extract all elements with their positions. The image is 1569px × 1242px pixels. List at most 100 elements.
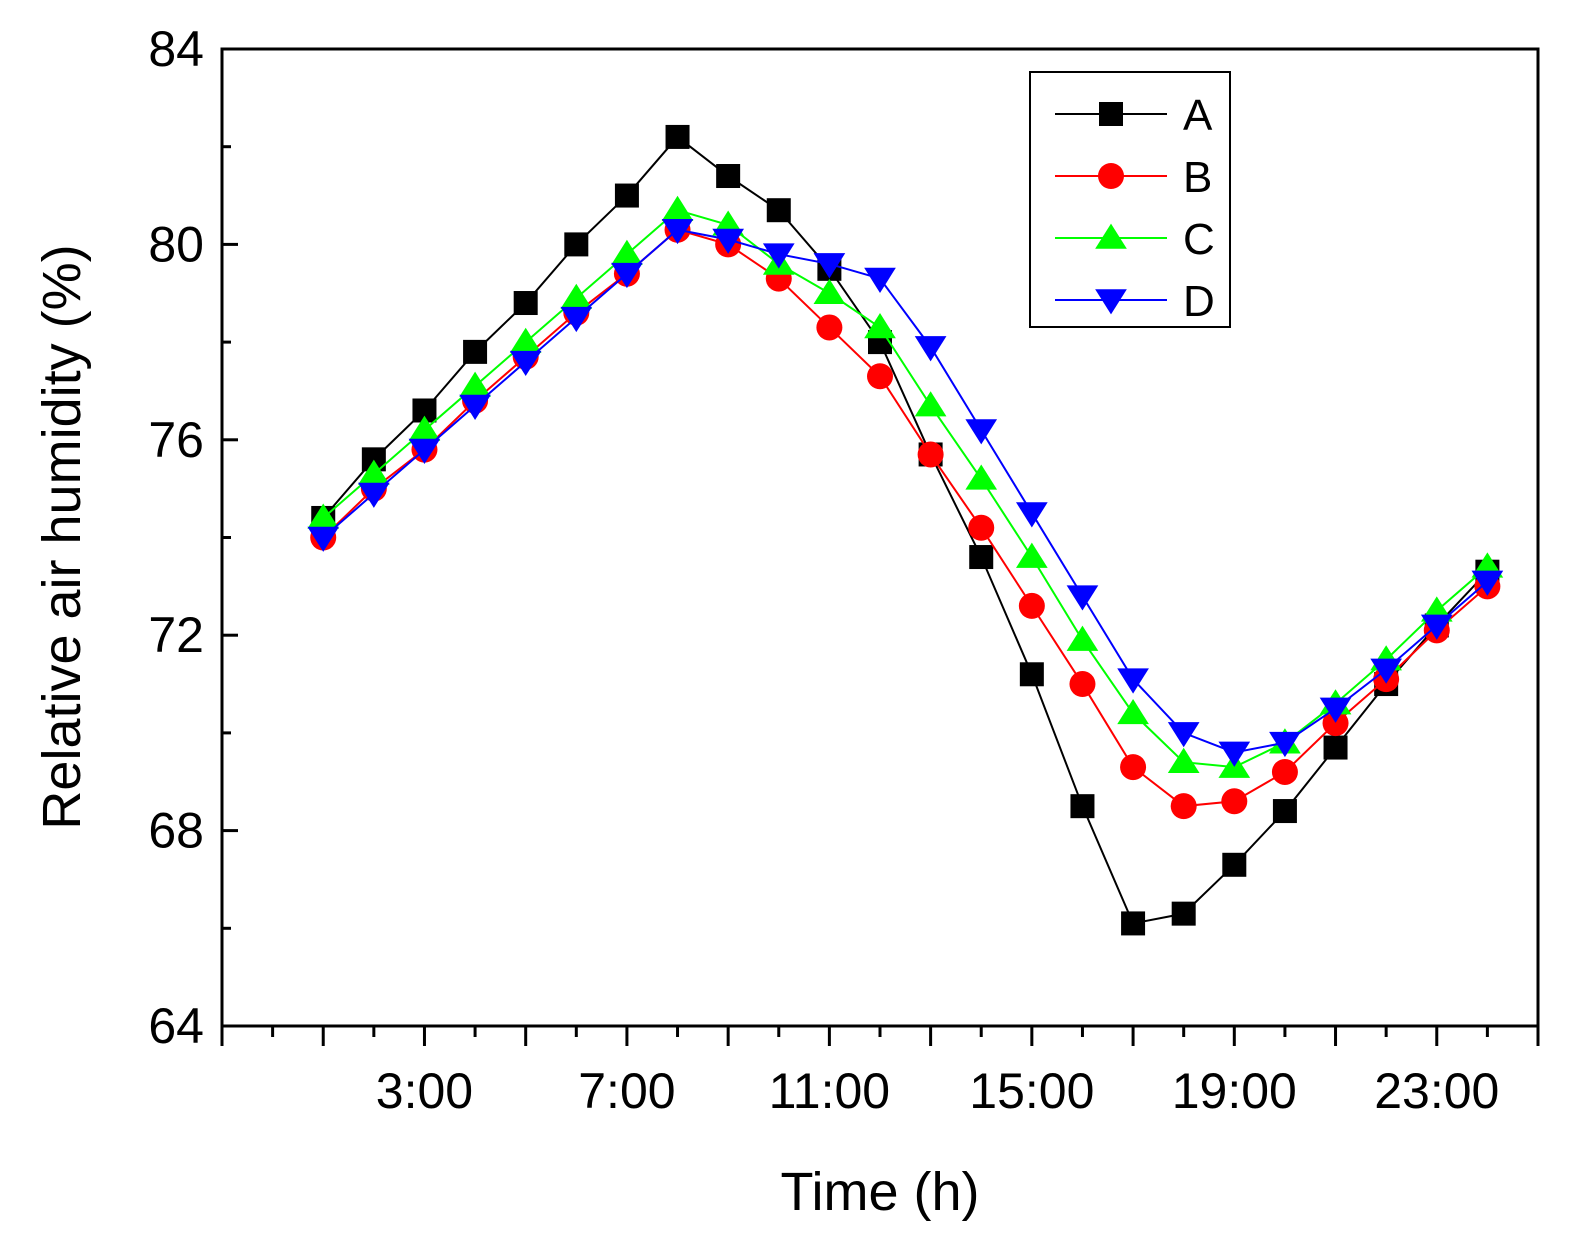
x-tick-label: 19:00 [1172,1063,1297,1119]
data-point [1016,542,1048,568]
data-point [1121,911,1146,936]
series-b [310,216,1501,820]
data-point [307,503,340,529]
y-tick-label: 80 [148,216,204,272]
data-point [564,232,589,257]
data-point [1323,735,1348,760]
series-line [322,135,1489,925]
y-tick-label: 68 [148,803,204,859]
data-point [965,464,998,490]
x-tick-label: 23:00 [1374,1063,1499,1119]
legend-item-c: C [1055,215,1215,264]
y-tick-label: 76 [148,412,204,468]
series-line [322,228,1489,808]
x-tick-label: 7:00 [578,1063,675,1119]
y-axis: 64 68 72 76 80 84 [148,21,238,1054]
data-point [661,195,694,222]
legend-label: C [1183,215,1215,264]
legend-item-b: B [1055,153,1212,202]
series-line [322,209,1489,769]
data-point [914,336,947,362]
data-point [408,438,441,464]
y-tick-label: 84 [148,21,204,77]
y-axis-label: Relative air humidity (%) [32,244,92,829]
data-point [1370,658,1402,684]
data-point [917,441,944,468]
legend-label: B [1183,153,1212,202]
data-point [1171,901,1196,926]
legend-label: D [1183,277,1215,326]
data-point [1271,758,1298,785]
data-point [614,183,639,208]
data-point [1222,852,1247,877]
x-axis: 3:00 7:00 11:00 15:00 19:00 23:00 [220,1026,1540,1119]
data-point [560,283,593,309]
data-point [1272,799,1297,824]
data-point [307,526,340,552]
data-point [611,239,643,265]
legend-item-d: D [1055,277,1215,326]
data-point [509,327,542,353]
legend-marker [1098,163,1124,189]
data-point [611,262,643,289]
data-point [1167,747,1200,774]
data-point [1120,754,1147,781]
data-point [813,253,846,279]
data-point [1322,710,1349,737]
data-point [1066,585,1099,611]
data-point [459,394,491,421]
data-point [1018,592,1045,619]
data-point [965,419,998,445]
data-point [459,371,491,397]
data-point [1218,741,1251,767]
legend-marker [1099,102,1123,126]
data-point [1070,794,1095,819]
series-layer [307,124,1504,936]
data-point [1319,697,1352,723]
data-point [358,459,390,485]
data-point [1016,502,1048,528]
data-point [560,306,593,333]
data-point [1221,788,1248,815]
data-point [463,339,488,364]
data-point [661,218,694,245]
data-point [513,291,538,316]
x-tick-label: 3:00 [376,1063,473,1119]
y-tick-label: 64 [148,998,204,1054]
data-point [864,313,896,339]
plot-frame [220,47,1540,1028]
data-point [969,545,994,570]
data-point [1069,671,1096,698]
data-point [1420,614,1453,640]
data-point [1066,625,1099,651]
data-point [1170,793,1197,820]
data-point [867,363,893,390]
data-point [358,482,390,508]
data-point [1117,668,1149,694]
x-tick-label: 15:00 [969,1063,1094,1119]
data-point [914,391,947,417]
data-point [712,228,744,254]
legend-marker [1095,223,1127,249]
x-tick-label: 11:00 [769,1063,890,1119]
legend-label: A [1183,91,1213,140]
series-line [322,228,1489,754]
series-d [307,218,1504,767]
series-c [307,195,1504,778]
data-point [968,514,995,541]
data-point [766,198,791,223]
data-point [1471,570,1504,596]
y-tick-label: 72 [148,607,204,663]
data-point [1019,662,1044,687]
data-point [1167,722,1200,748]
data-point [762,243,795,269]
data-point [813,278,846,305]
data-point [1117,698,1149,725]
data-point [1269,731,1301,758]
data-point [509,350,542,377]
data-point [665,124,690,149]
data-point [408,415,441,441]
legend-marker [1095,289,1127,315]
